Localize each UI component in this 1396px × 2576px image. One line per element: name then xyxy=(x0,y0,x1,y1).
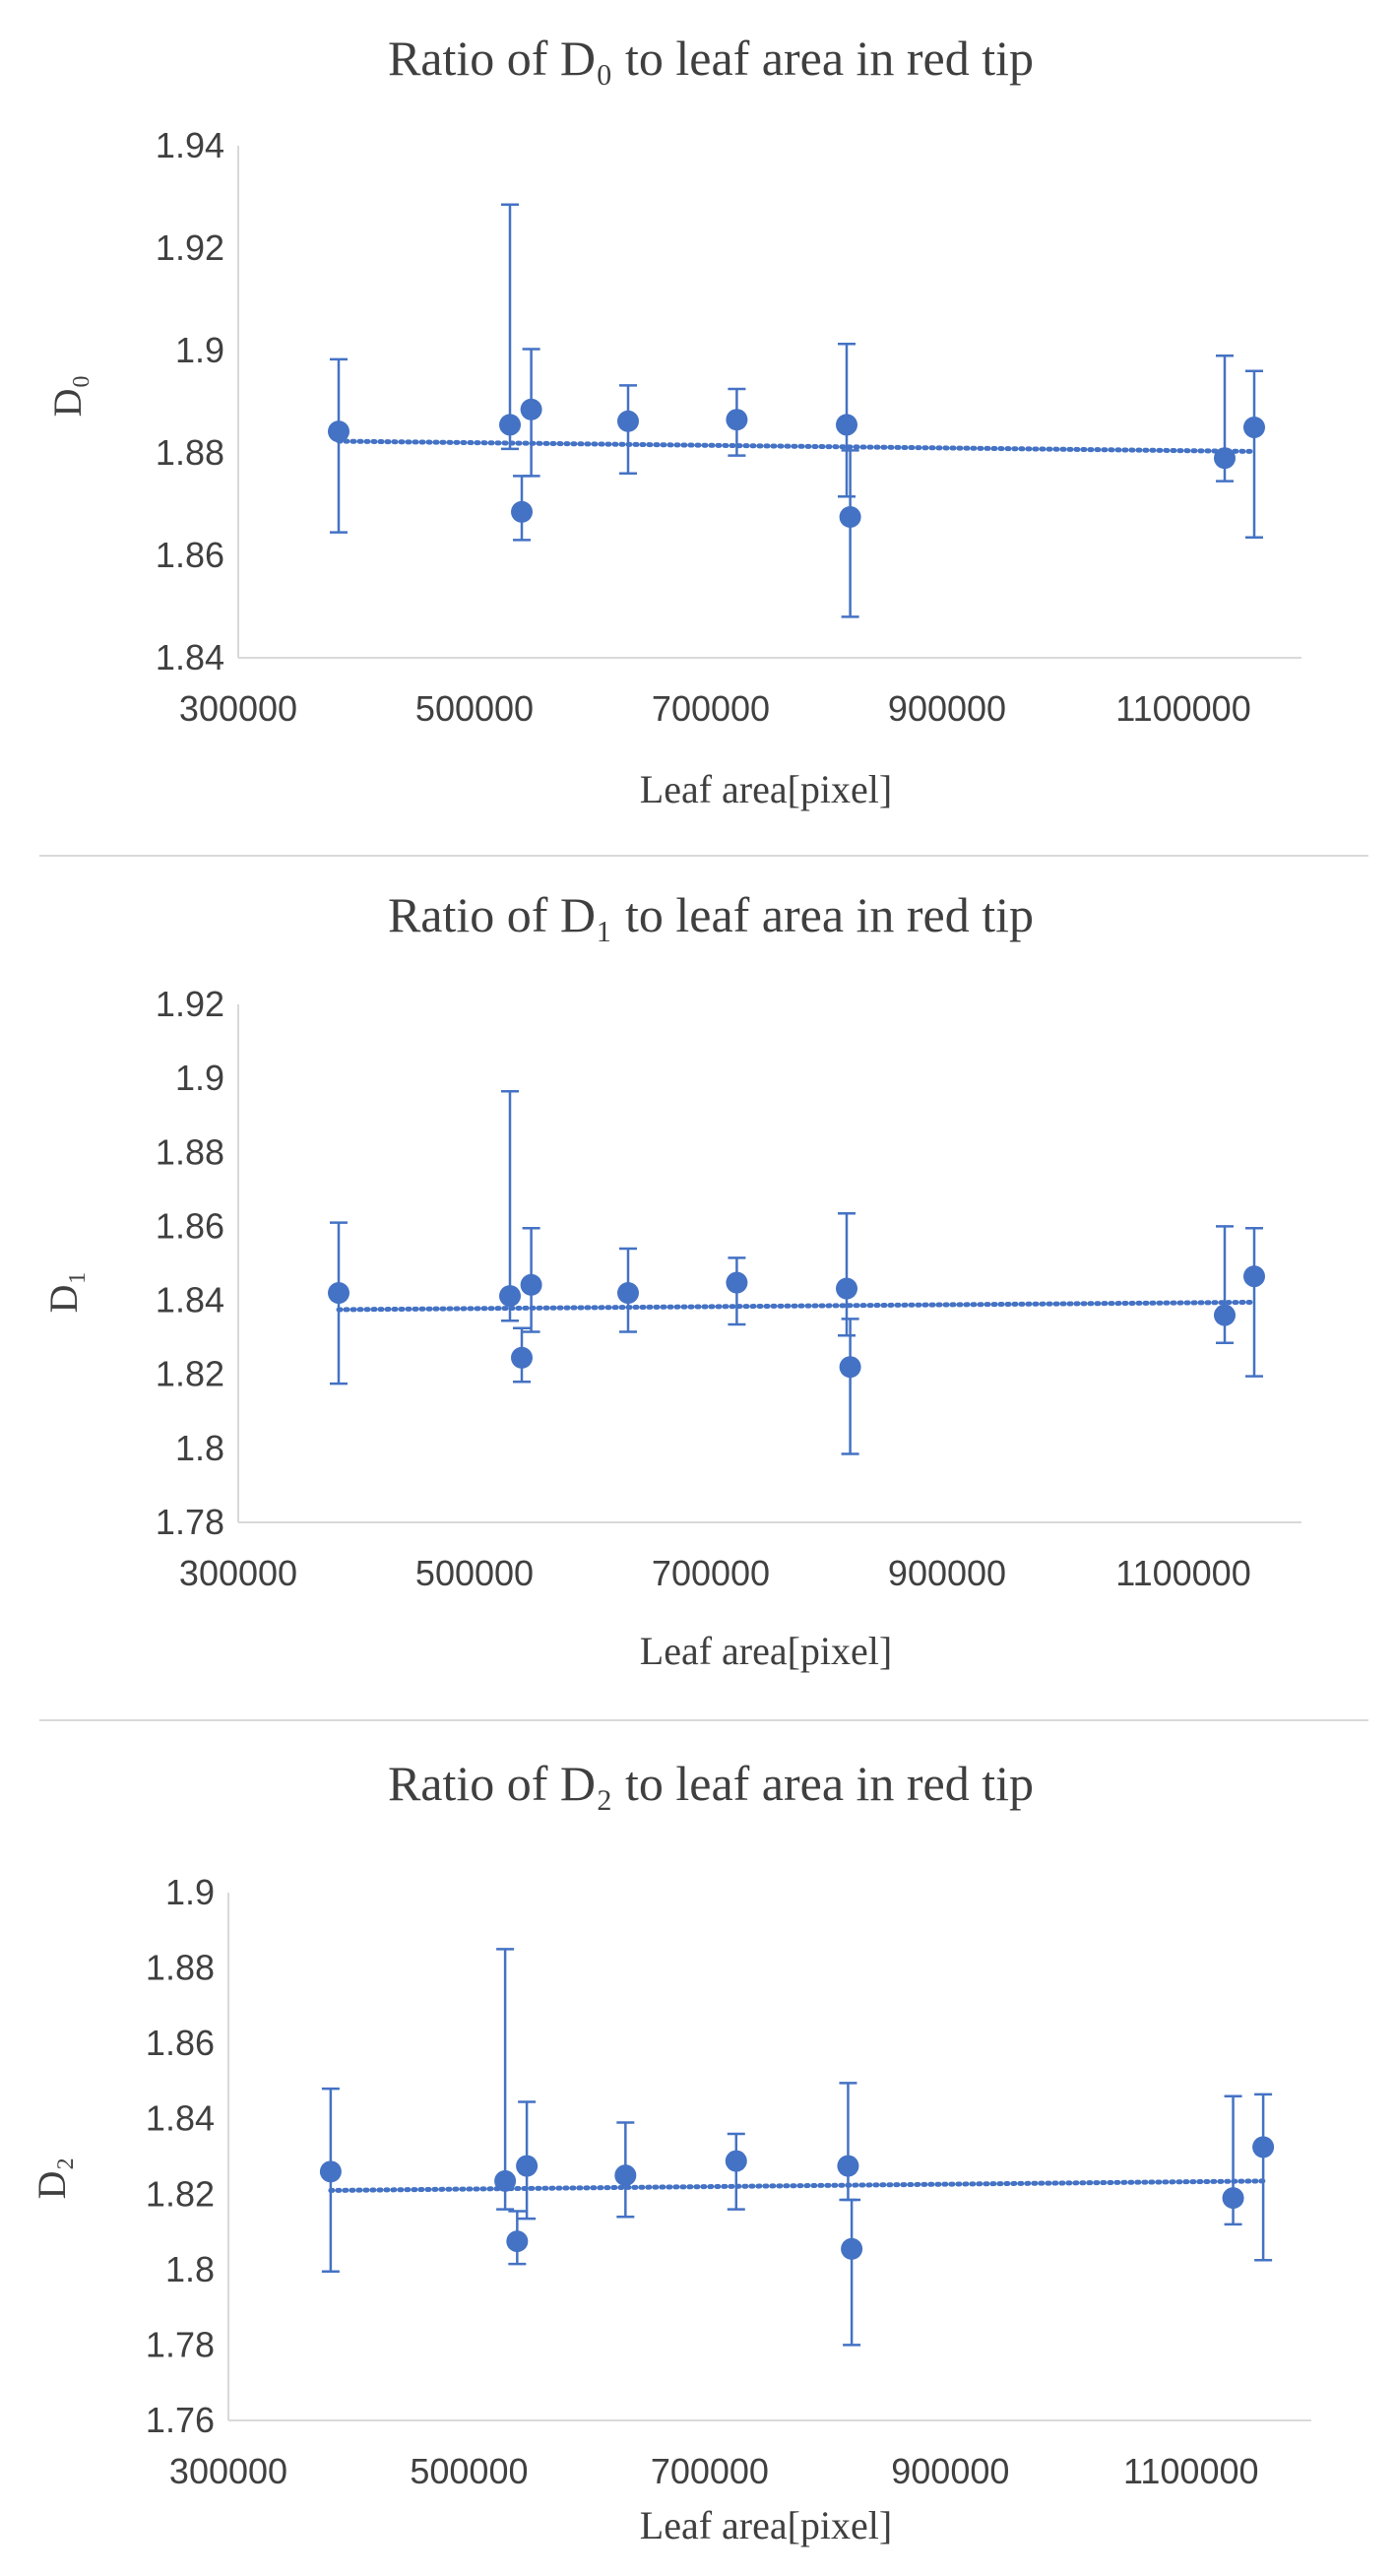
data-point xyxy=(516,2155,539,2177)
y-tick-label: 1.8 xyxy=(165,2249,215,2289)
trendline xyxy=(328,2178,1266,2193)
y-tick-label: 1.88 xyxy=(156,1131,224,1172)
x-tick-label: 300000 xyxy=(179,1553,297,1593)
x-tick-label: 900000 xyxy=(891,2451,1009,2491)
y-axis-title: D₂ xyxy=(30,2157,74,2200)
data-point xyxy=(1252,2136,1275,2158)
x-axis-title: Leaf area[pixel] xyxy=(640,767,892,811)
y-tick-label: 1.84 xyxy=(156,637,224,677)
x-tick-label: 300000 xyxy=(179,688,297,729)
y-tick-label: 1.94 xyxy=(156,125,224,165)
data-point xyxy=(1214,1304,1236,1326)
y-tick-label: 1.9 xyxy=(175,1058,224,1098)
data-point xyxy=(1243,417,1265,438)
chart-d2-svg: Ratio of D₂ to leaf area in red tip D₂ L… xyxy=(30,1756,1311,2547)
x-tick-label: 700000 xyxy=(652,1553,770,1593)
data-point xyxy=(319,2160,342,2183)
y-axis-title: D₀ xyxy=(45,375,90,418)
x-axis-title: Leaf area[pixel] xyxy=(640,1629,892,1673)
data-point xyxy=(839,1356,861,1379)
x-tick-label: 1100000 xyxy=(1115,688,1250,729)
chart-title: Ratio of D₂ to leaf area in red tip xyxy=(388,1756,1034,1811)
data-point xyxy=(617,1282,639,1305)
panel-divider xyxy=(39,1719,1368,1721)
y-tick-label: 1.9 xyxy=(175,330,224,370)
x-tick-label: 900000 xyxy=(888,688,1006,729)
data-point xyxy=(836,1277,857,1300)
data-point xyxy=(520,1273,542,1296)
y-tick-label: 1.9 xyxy=(165,1872,215,1912)
x-axis-title: Leaf area[pixel] xyxy=(640,2503,892,2547)
y-tick-label: 1.86 xyxy=(156,1205,224,1246)
data-point xyxy=(617,410,639,432)
data-point xyxy=(511,500,533,523)
y-tick-label: 1.84 xyxy=(146,2098,215,2139)
chart-d0-svg: Ratio of D₀ to leaf area in red tip D₀ L… xyxy=(45,31,1301,811)
chart-d1-svg: Ratio of D₁ to leaf area in red tip D₁ L… xyxy=(41,887,1301,1673)
y-tick-label: 1.82 xyxy=(146,2173,215,2214)
data-point xyxy=(1243,1265,1265,1288)
data-point xyxy=(837,2155,859,2177)
y-tick-label: 1.84 xyxy=(156,1280,224,1320)
x-tick-label: 500000 xyxy=(410,2451,528,2491)
data-point xyxy=(494,2169,517,2192)
y-tick-label: 1.86 xyxy=(156,535,224,575)
data-point xyxy=(328,420,349,443)
data-point xyxy=(839,506,861,528)
x-tick-label: 700000 xyxy=(651,2451,769,2491)
data-point xyxy=(328,1282,349,1305)
data-point xyxy=(725,2150,747,2172)
chart-panel-d0: Ratio of D₀ to leaf area in red tip D₀ L… xyxy=(0,0,1396,855)
x-tick-label: 300000 xyxy=(169,2451,287,2491)
chart-title: Ratio of D₁ to leaf area in red tip xyxy=(388,887,1034,942)
data-point xyxy=(841,2237,863,2260)
data-point xyxy=(511,1346,533,1369)
x-tick-label: 1100000 xyxy=(1115,1553,1250,1593)
data-point xyxy=(520,398,542,420)
data-point xyxy=(1222,2187,1244,2210)
data-point xyxy=(1214,447,1236,470)
x-tick-label: 500000 xyxy=(415,688,534,729)
chart-panel-d2: Ratio of D₂ to leaf area in red tip D₂ L… xyxy=(0,1721,1396,2576)
y-tick-label: 1.86 xyxy=(146,2023,215,2063)
y-tick-label: 1.76 xyxy=(146,2400,215,2440)
data-point xyxy=(614,2164,637,2187)
y-tick-label: 1.82 xyxy=(156,1354,224,1394)
x-tick-label: 700000 xyxy=(652,688,770,729)
data-point xyxy=(726,1271,748,1294)
chart-title: Ratio of D₀ to leaf area in red tip xyxy=(388,31,1034,86)
x-tick-label: 900000 xyxy=(888,1553,1006,1593)
data-point xyxy=(499,1285,521,1308)
data-point xyxy=(506,2230,529,2253)
trendline xyxy=(336,438,1257,454)
trendline xyxy=(336,1299,1257,1313)
y-tick-label: 1.8 xyxy=(175,1428,224,1468)
chart-panel-d1: Ratio of D₁ to leaf area in red tip D₁ L… xyxy=(0,857,1396,1711)
y-tick-label: 1.88 xyxy=(156,432,224,473)
data-point xyxy=(836,414,857,436)
data-point xyxy=(499,414,521,436)
data-point xyxy=(726,409,748,431)
panel-divider xyxy=(39,855,1368,857)
y-tick-label: 1.88 xyxy=(146,1948,215,1988)
y-axis-title: D₁ xyxy=(41,1271,86,1314)
y-tick-label: 1.78 xyxy=(146,2324,215,2364)
x-tick-label: 500000 xyxy=(415,1553,534,1593)
x-tick-label: 1100000 xyxy=(1123,2451,1258,2491)
y-tick-label: 1.92 xyxy=(156,984,224,1024)
y-tick-label: 1.78 xyxy=(156,1502,224,1542)
y-tick-label: 1.92 xyxy=(156,227,224,268)
